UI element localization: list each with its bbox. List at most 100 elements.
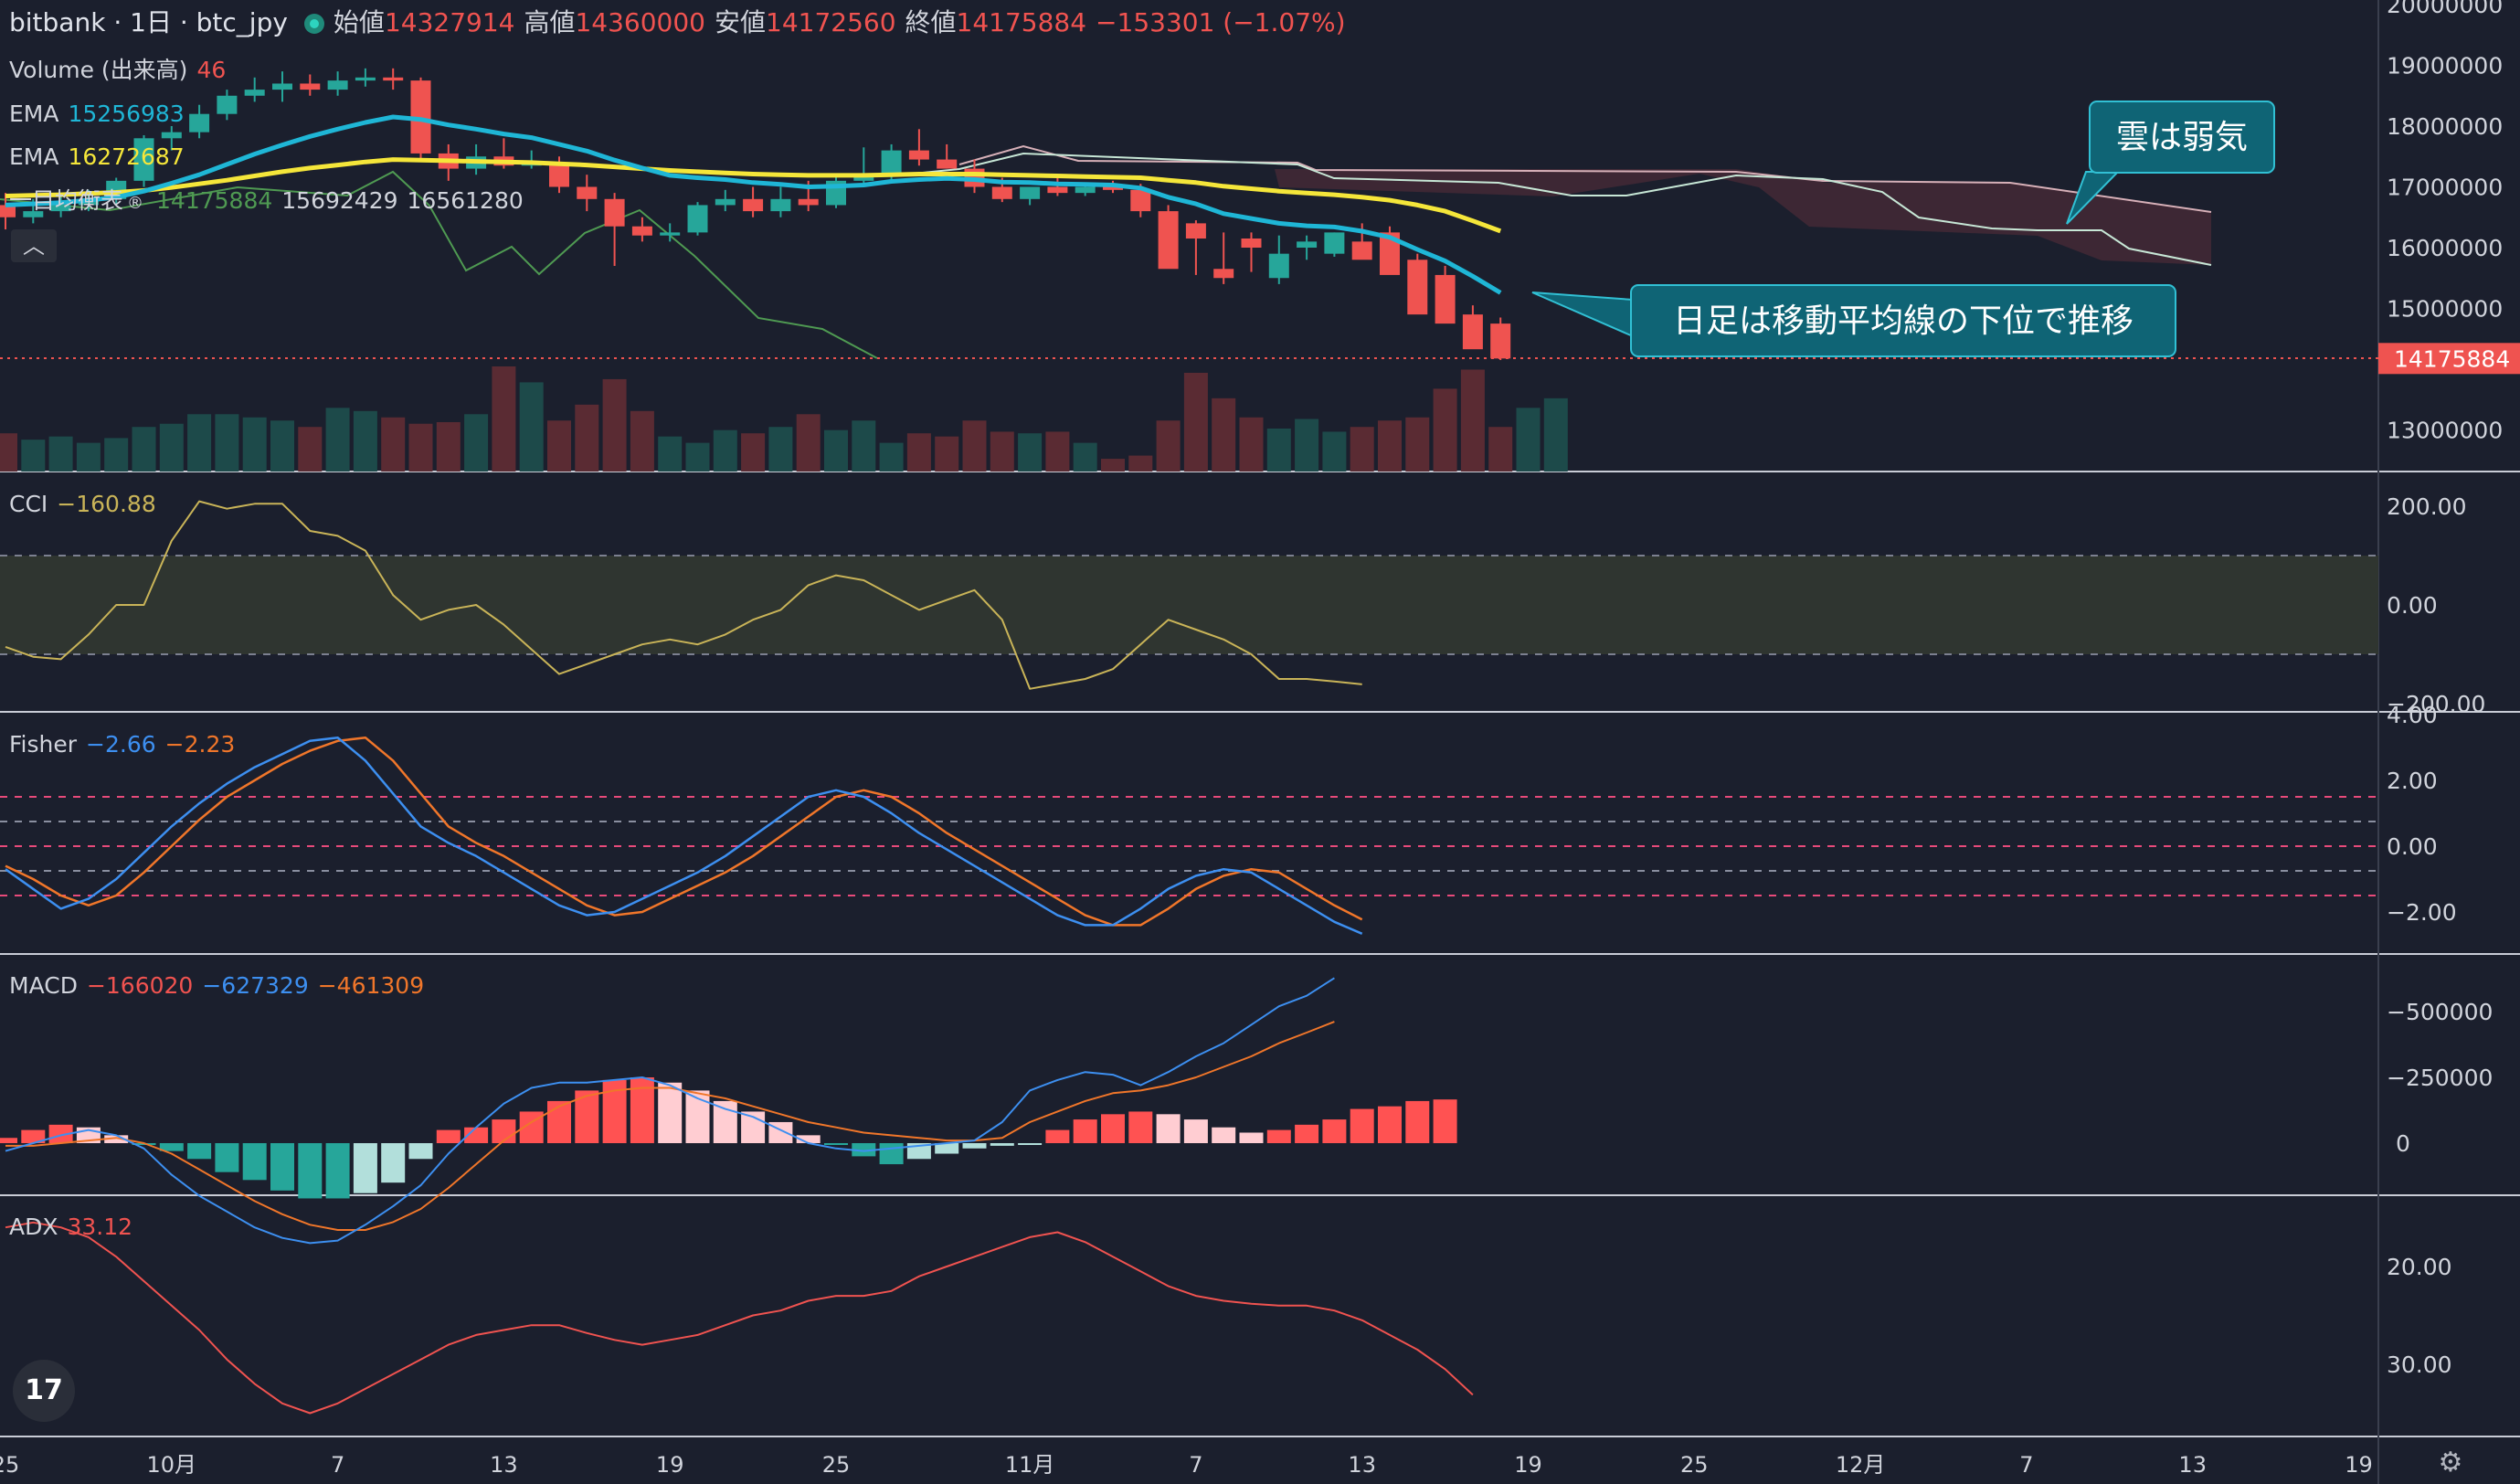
volume-bar — [1073, 442, 1097, 472]
volume-label: Volume (出来高) — [9, 57, 188, 83]
macd-histogram-bar — [824, 1143, 848, 1145]
volume-bar — [990, 431, 1014, 472]
callout-cloud-box — [2089, 101, 2275, 174]
candle-body — [1103, 186, 1123, 190]
collapse-legend-button[interactable]: ︿ — [11, 229, 57, 262]
volume-bar — [879, 442, 904, 472]
candle-body — [23, 211, 44, 217]
cci-legend[interactable]: CCI −160.88 — [9, 491, 165, 518]
chevron-up-icon: ︿ — [23, 233, 45, 259]
candle-body — [1297, 241, 1318, 248]
settings-icon[interactable]: ⚙ — [2438, 1447, 2463, 1479]
volume-bar — [935, 436, 959, 472]
volume-bar — [658, 436, 683, 472]
fisher-label: Fisher — [9, 731, 78, 758]
price-tick-label: 19000000 — [2387, 53, 2503, 80]
volume-bar — [48, 436, 73, 472]
change-value: −153301 (−1.07%) — [1096, 7, 1346, 37]
volume-bar — [1266, 428, 1291, 472]
ema1-legend[interactable]: EMA 15256983 — [9, 101, 194, 128]
macd-histogram-bar — [796, 1135, 821, 1143]
ichimoku-cloud — [0, 144, 2212, 359]
symbol-title[interactable]: bitbank · 1日 · btc_jpy — [9, 7, 288, 37]
volume-bar — [325, 408, 350, 472]
volume-legend[interactable]: Volume (出来高) 46 — [9, 57, 235, 84]
fisher-tick-label: 2.00 — [2387, 768, 2438, 794]
candle-body — [908, 150, 929, 160]
time-tick-label: 25 — [822, 1452, 851, 1478]
candlestick-series — [0, 68, 1511, 361]
fisher-value-1: −2.66 — [86, 731, 156, 758]
macd-histogram-bar — [492, 1119, 516, 1143]
macd-histogram-bar — [215, 1143, 239, 1172]
time-tick-label: 19 — [656, 1452, 684, 1478]
candle-body — [770, 198, 791, 212]
volume-bar — [0, 433, 17, 472]
price-tick-label: 17000000 — [2387, 175, 2503, 201]
macd-histogram-bar — [1322, 1119, 1347, 1143]
cci-pane: 200.00 0.00 −200.00 — [0, 493, 2485, 717]
volume-bar — [602, 378, 627, 472]
macd-histogram-bar — [1295, 1124, 1319, 1143]
volume-bar — [824, 429, 848, 472]
ema2-legend[interactable]: EMA 16272687 — [9, 143, 194, 171]
macd-value-1: −166020 — [86, 972, 194, 999]
time-tick-label: 7 — [2019, 1452, 2033, 1478]
candle-body — [577, 186, 598, 199]
candle-body — [549, 162, 569, 187]
time-tick-label: 10月 — [147, 1452, 197, 1478]
macd-histogram-bar — [1212, 1127, 1236, 1143]
volume-bar — [1460, 369, 1485, 472]
ichimoku-legend[interactable]: 一目均衡表 ® 14175884 15692429 16561280 — [9, 187, 533, 217]
macd-label: MACD — [9, 972, 78, 999]
candle-body — [991, 186, 1012, 199]
callout-candles-text: 日足は移動平均線の下位で推移 — [1673, 302, 2134, 340]
volume-bar — [1322, 431, 1347, 472]
price-tick-label: 15000000 — [2387, 296, 2503, 323]
macd-histogram-bar — [242, 1143, 267, 1181]
macd-histogram-bar — [547, 1100, 571, 1143]
volume-bar — [1101, 459, 1125, 472]
candle-body — [1462, 314, 1483, 350]
cci-band-fill — [0, 556, 2378, 654]
volume-bar — [21, 440, 46, 472]
time-axis[interactable]: 25 10月 7 13 19 25 11月 7 13 19 25 12月 7 13 19 — [0, 1452, 2373, 1478]
macd-tick-label: 0 — [2396, 1130, 2410, 1157]
ichimoku-label: 一目均衡表 — [9, 187, 124, 214]
candle-body — [1241, 238, 1262, 248]
volume-bar — [1543, 398, 1568, 472]
fisher-tick-label: −2.00 — [2387, 899, 2457, 926]
tradingview-logo-icon[interactable]: 17 — [13, 1360, 75, 1422]
price-axis[interactable]: 20000000 19000000 18000000 17000000 16000000… — [2378, 0, 2520, 444]
time-tick-label: 7 — [1189, 1452, 1202, 1478]
macd-value-3: −461309 — [317, 972, 425, 999]
candle-body — [50, 205, 71, 212]
volume-bars — [0, 366, 1568, 472]
high-label: 高値 — [524, 7, 576, 37]
macd-histogram-bar — [436, 1129, 461, 1143]
open-label: 始値 — [333, 7, 385, 37]
volume-bar — [464, 414, 489, 472]
volume-value: 46 — [196, 57, 227, 83]
cci-label: CCI — [9, 491, 48, 517]
macd-histogram-bar — [1266, 1129, 1291, 1143]
candle-body — [1213, 269, 1234, 279]
macd-histogram-bar — [1239, 1132, 1264, 1143]
fisher-legend[interactable]: Fisher −2.66 −2.23 — [9, 731, 244, 758]
candle-body — [1185, 223, 1206, 239]
volume-bar — [132, 427, 156, 472]
macd-histogram-bar — [104, 1135, 129, 1143]
candle-body — [881, 150, 902, 175]
fisher-pane: 4.00 2.00 0.00 −2.00 — [0, 702, 2457, 935]
candle-body — [853, 175, 874, 181]
macd-histogram-bar — [1018, 1143, 1043, 1145]
candle-body — [189, 113, 210, 132]
volume-bar — [353, 410, 377, 472]
volume-bar — [1239, 417, 1264, 472]
macd-histogram-bar — [1350, 1108, 1374, 1143]
macd-legend[interactable]: MACD −166020 −627329 −461309 — [9, 972, 433, 1000]
adx-legend[interactable]: ADX 33.12 — [9, 1214, 142, 1241]
adx-tick-label: 30.00 — [2387, 1352, 2452, 1378]
last-price-label: 14175884 — [2394, 345, 2510, 372]
